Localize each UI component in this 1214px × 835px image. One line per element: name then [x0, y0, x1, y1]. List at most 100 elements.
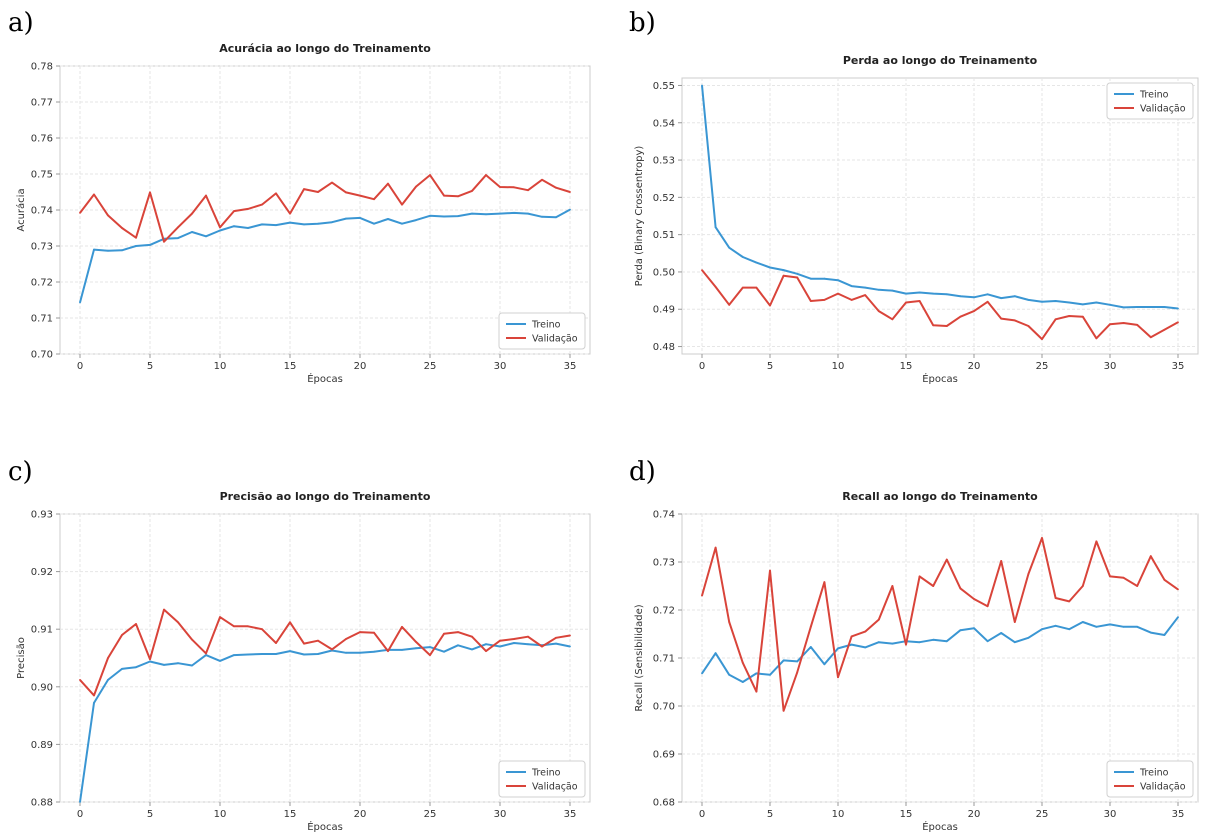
data-point-validacao [728, 621, 731, 623]
data-point-treino [513, 642, 515, 644]
data-point-treino [93, 248, 95, 251]
data-point-validacao [1177, 321, 1179, 324]
data-point-validacao [959, 587, 962, 590]
data-point-treino [415, 219, 417, 222]
data-point-treino [191, 231, 193, 233]
data-point-treino [837, 647, 839, 650]
data-point-validacao [555, 636, 557, 639]
data-point-treino [918, 291, 921, 294]
y-tick-label: 0.78 [31, 62, 53, 73]
data-point-validacao [247, 208, 249, 210]
y-tick-label: 0.73 [31, 242, 53, 253]
data-point-treino [135, 666, 137, 669]
data-point-treino [1013, 641, 1016, 644]
data-point-validacao [1163, 328, 1166, 331]
data-point-validacao [331, 648, 333, 651]
x-tick-label: 25 [1036, 361, 1049, 372]
data-point-validacao [1163, 578, 1166, 581]
data-point-treino [1081, 621, 1084, 623]
series-line-validacao [701, 537, 1179, 712]
data-point-treino [457, 644, 459, 647]
data-point-treino [1122, 306, 1125, 309]
data-point-treino [1068, 301, 1071, 304]
x-tick-label: 20 [968, 809, 981, 820]
data-point-validacao [932, 324, 935, 327]
data-point-treino [191, 664, 193, 667]
data-point-validacao [714, 546, 717, 549]
y-tick-label: 0.48 [653, 342, 675, 353]
data-point-treino [782, 269, 785, 271]
data-point-validacao [261, 203, 263, 206]
x-tick-label: 5 [767, 809, 773, 820]
data-point-validacao [387, 182, 389, 185]
data-point-validacao [555, 186, 557, 189]
data-point-validacao [233, 210, 235, 213]
data-point-validacao [149, 191, 151, 194]
data-point-treino [1163, 306, 1166, 308]
data-point-validacao [782, 709, 785, 712]
data-point-validacao [796, 276, 799, 279]
x-tick-label: 25 [424, 809, 437, 820]
chart-1: 0.48 0.49 0.50 0.51 0.52 0.53 0.54 0.55 0 5 10 15 20… [634, 54, 1199, 385]
x-tick-label: 30 [1104, 809, 1117, 820]
data-point-validacao [728, 303, 731, 306]
data-point-validacao [177, 226, 179, 229]
data-point-treino [177, 237, 179, 240]
legend-box [498, 760, 586, 798]
data-point-treino [959, 629, 962, 632]
data-point-treino [121, 668, 123, 670]
data-point-validacao [1136, 585, 1139, 587]
data-point-validacao [275, 192, 277, 195]
data-point-treino [1000, 297, 1003, 299]
legend-label: Treino [531, 768, 561, 779]
legend-label: Treino [1139, 768, 1169, 779]
x-tick-label: 15 [900, 809, 913, 820]
data-point-validacao [891, 585, 894, 587]
data-point-validacao [891, 318, 894, 321]
data-point-validacao [864, 630, 867, 633]
data-point-validacao [1122, 576, 1125, 579]
data-point-validacao [823, 299, 826, 301]
data-point-validacao [1000, 317, 1003, 320]
data-point-validacao [79, 679, 81, 681]
data-point-validacao [191, 638, 193, 641]
data-point-treino [317, 222, 319, 225]
data-point-treino [499, 645, 501, 648]
data-point-validacao [932, 585, 935, 587]
data-point-treino [932, 638, 935, 641]
y-tick-label: 0.69 [653, 750, 675, 761]
data-point-validacao [1081, 315, 1084, 318]
chart-2: 0.88 0.89 0.90 0.91 0.92 0.93 0 5 10 15 20 25 30 35 Pr… [16, 490, 591, 833]
data-point-validacao [149, 658, 151, 661]
data-point-treino [93, 702, 95, 704]
y-tick-label: 0.54 [653, 118, 675, 129]
x-tick-label: 20 [354, 809, 367, 820]
data-point-validacao [823, 581, 826, 584]
data-point-validacao [387, 650, 389, 652]
data-point-validacao [701, 594, 703, 597]
y-tick-label: 0.71 [653, 654, 675, 665]
y-tick-label: 0.55 [653, 81, 675, 92]
y-tick-label: 0.75 [31, 170, 53, 181]
data-point-validacao [905, 643, 907, 646]
data-point-treino [1136, 625, 1139, 628]
data-point-validacao [219, 616, 221, 618]
data-point-treino [107, 679, 109, 681]
data-point-validacao [163, 240, 165, 243]
data-point-treino [247, 653, 249, 656]
data-point-validacao [1054, 597, 1057, 599]
data-point-validacao [541, 645, 543, 648]
data-point-treino [891, 642, 894, 645]
data-point-validacao [1041, 537, 1043, 539]
data-point-validacao [1149, 336, 1152, 339]
y-tick-label: 0.77 [31, 98, 53, 109]
data-point-validacao [107, 214, 109, 217]
data-point-treino [79, 801, 81, 803]
y-tick-label: 0.72 [31, 278, 53, 289]
data-point-treino [499, 212, 501, 215]
x-tick-label: 25 [424, 361, 437, 372]
data-point-treino [986, 293, 989, 296]
y-tick-label: 0.74 [31, 206, 53, 217]
data-point-treino [809, 277, 812, 280]
data-point-validacao [1177, 588, 1179, 591]
